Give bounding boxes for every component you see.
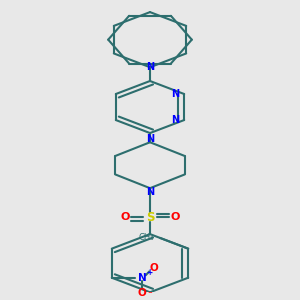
- Text: O: O: [170, 212, 180, 222]
- Text: O: O: [149, 263, 158, 273]
- Text: N: N: [171, 89, 179, 99]
- Text: O: O: [120, 212, 130, 222]
- Text: N: N: [138, 273, 146, 283]
- Text: O: O: [138, 288, 146, 298]
- Text: N: N: [146, 134, 154, 144]
- Text: N: N: [146, 62, 154, 72]
- Text: ⁻: ⁻: [147, 290, 152, 299]
- Text: +: +: [146, 268, 152, 277]
- Text: CH₃: CH₃: [139, 233, 154, 242]
- Text: N: N: [146, 187, 154, 197]
- Text: N: N: [171, 115, 179, 125]
- Text: S: S: [146, 211, 154, 224]
